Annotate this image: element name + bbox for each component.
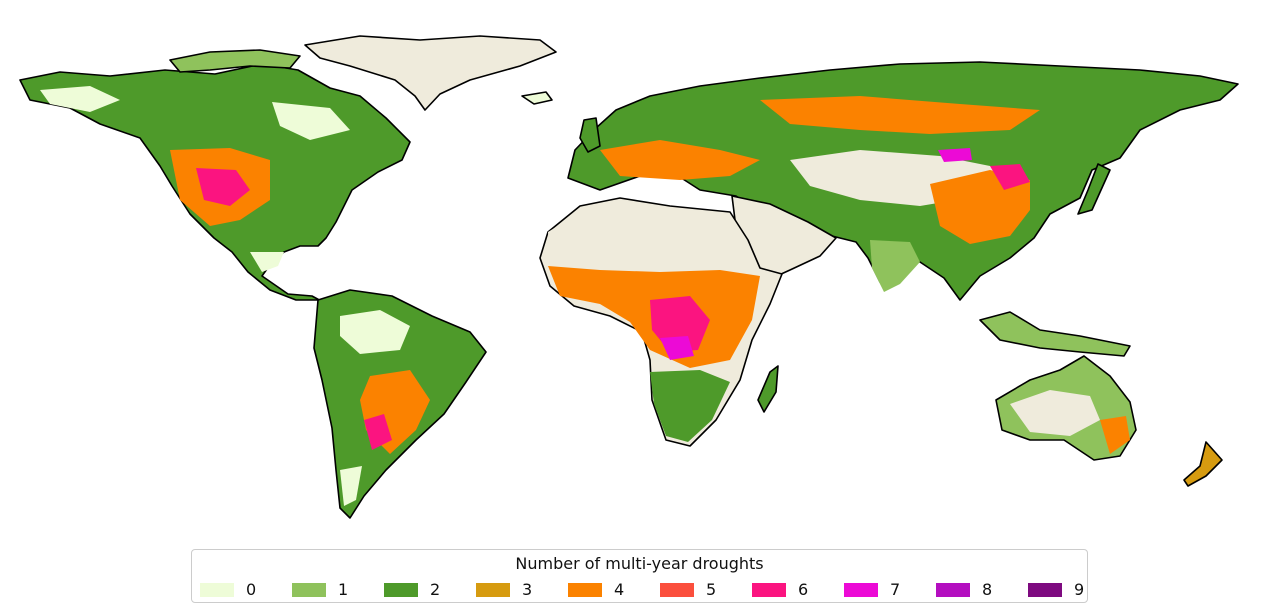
legend-swatch	[936, 582, 970, 597]
legend-item-7: 7	[844, 580, 936, 599]
indonesia	[979, 311, 1131, 357]
legend-swatch	[200, 582, 234, 597]
legend-item-5: 5	[660, 580, 752, 599]
australia-east-orange	[1100, 416, 1130, 454]
legend-item-8: 8	[936, 580, 1028, 599]
legend-label: 8	[982, 580, 993, 599]
legend-swatch	[660, 582, 694, 597]
new-zealand	[1183, 441, 1223, 487]
arctic-islands	[169, 49, 301, 73]
legend-items: 0 1 2 3 4 5 6 7	[200, 580, 1120, 599]
na-light-1	[40, 86, 120, 112]
europe-orange	[600, 140, 760, 180]
legend-swatch	[844, 582, 878, 597]
sa-south-light	[340, 466, 362, 506]
legend-item-2: 2	[384, 580, 476, 599]
legend-swatch	[292, 582, 326, 597]
africa-hotspot-magenta	[660, 336, 694, 360]
sa-pink	[364, 414, 392, 450]
legend-swatch	[752, 582, 786, 597]
iceland	[521, 91, 553, 105]
legend-label: 1	[338, 580, 349, 599]
legend-swatch	[476, 582, 510, 597]
legend-label: 0	[246, 580, 257, 599]
legend-item-1: 1	[292, 580, 384, 599]
legend-item-0: 0	[200, 580, 292, 599]
legend-item-6: 6	[752, 580, 844, 599]
greenland	[304, 35, 557, 111]
india-light	[870, 240, 920, 292]
russia-orange	[760, 96, 1040, 134]
legend-label: 9	[1074, 580, 1085, 599]
japan	[1077, 163, 1111, 215]
legend-label: 3	[522, 580, 533, 599]
sa-light	[340, 310, 410, 354]
sahara-patch	[548, 208, 738, 268]
madagascar	[757, 365, 779, 413]
africa-south-green	[650, 370, 730, 442]
legend-swatch	[384, 582, 418, 597]
legend-item-3: 3	[476, 580, 568, 599]
na-hotspot-pink	[196, 168, 250, 206]
mongolia-magenta	[938, 148, 972, 162]
na-light-3	[250, 252, 284, 272]
na-light-2	[272, 102, 350, 140]
legend-swatch	[1028, 582, 1062, 597]
china-magenta	[990, 164, 1030, 190]
legend-item-4: 4	[568, 580, 660, 599]
legend-label: 7	[890, 580, 901, 599]
australia-interior	[1010, 390, 1100, 436]
legend-item-9: 9	[1028, 580, 1120, 599]
legend-label: 4	[614, 580, 625, 599]
legend: Number of multi-year droughts 0 1 2 3 4 …	[191, 549, 1088, 603]
legend-label: 2	[430, 580, 441, 599]
legend-label: 6	[798, 580, 809, 599]
great-britain	[579, 117, 601, 153]
world-map	[19, 35, 1239, 519]
legend-label: 5	[706, 580, 717, 599]
legend-swatch	[568, 582, 602, 597]
legend-title: Number of multi-year droughts	[515, 554, 764, 573]
